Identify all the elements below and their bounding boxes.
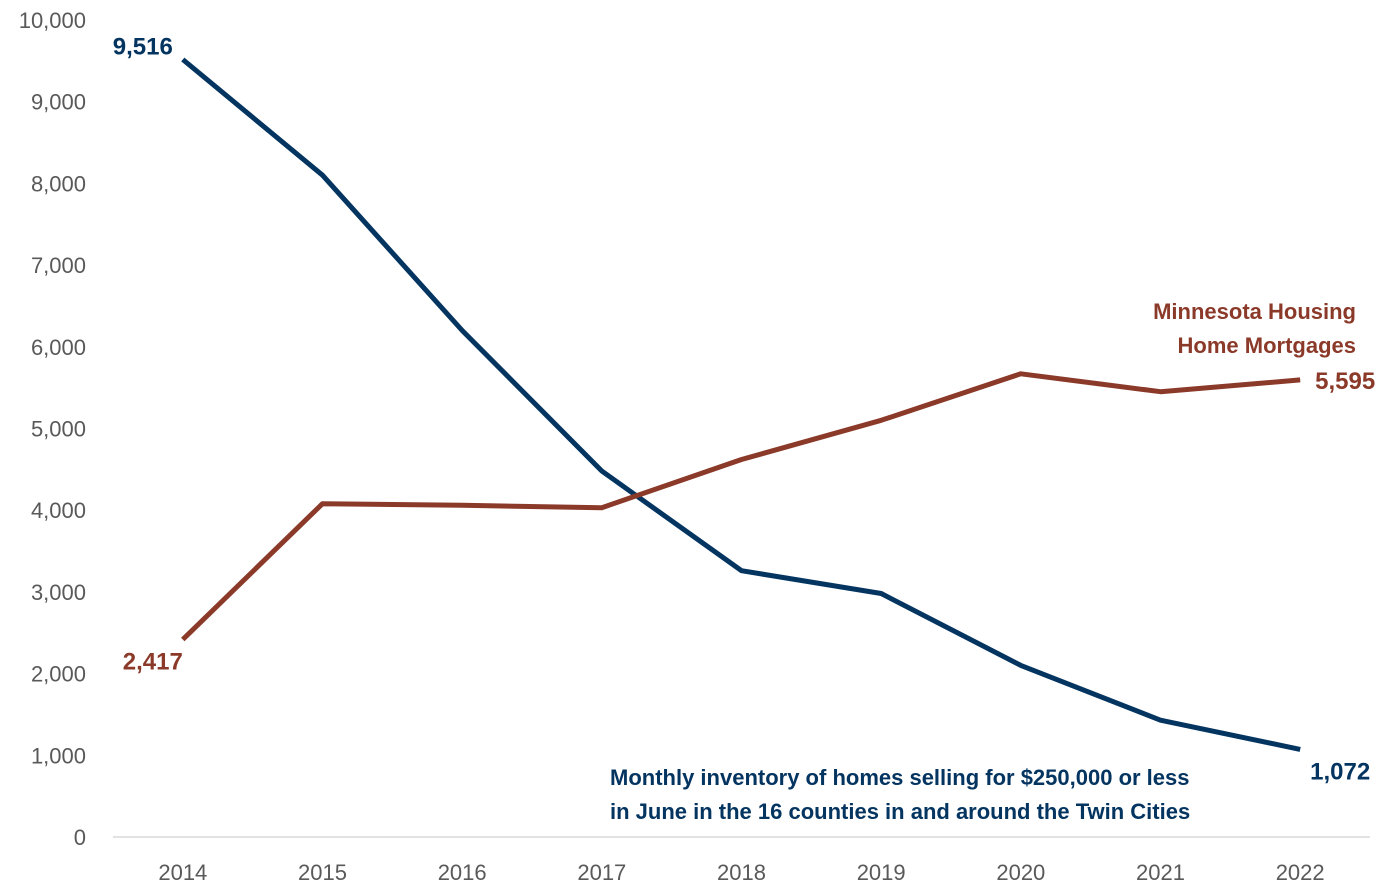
y-tick-label: 10,000	[19, 8, 86, 33]
series-line-mortgages	[181, 371, 1301, 642]
data-label-inventory-start: 9,516	[113, 34, 173, 61]
series-labels: 9,516 1,072 Monthly inventory of homes sel…	[113, 34, 1375, 824]
series-line-inventory	[181, 57, 1301, 752]
y-tick-label: 8,000	[31, 171, 86, 196]
x-tick-label: 2016	[438, 860, 487, 885]
y-axis: 0 1,000 2,000 3,000 4,000 5,000 6,000 7,000 8,00…	[19, 8, 86, 850]
x-tick-label: 2014	[158, 860, 207, 885]
y-tick-label: 5,000	[31, 417, 86, 442]
series-lines	[181, 57, 1301, 752]
series-name-inventory-line: Monthly inventory of homes selling for $…	[610, 765, 1190, 790]
y-tick-label: 0	[74, 825, 86, 850]
series-name-inventory-line: in June in the 16 counties in and around…	[610, 799, 1190, 824]
x-axis: 2014 2015 2016 2017 2018 2019 2020 2021 2022	[113, 836, 1370, 885]
data-label-mortgages-start: 2,417	[123, 649, 183, 676]
x-tick-label: 2018	[717, 860, 766, 885]
y-tick-label: 6,000	[31, 335, 86, 360]
y-tick-label: 2,000	[31, 662, 86, 687]
y-tick-label: 9,000	[31, 90, 86, 115]
x-tick-label: 2019	[857, 860, 906, 885]
y-tick-label: 3,000	[31, 580, 86, 605]
y-tick-label: 1,000	[31, 743, 86, 768]
x-tick-label: 2022	[1276, 860, 1325, 885]
data-label-inventory-end: 1,072	[1310, 758, 1370, 785]
x-tick-label: 2015	[298, 860, 347, 885]
data-label-mortgages-end: 5,595	[1315, 368, 1375, 395]
series-name-mortgages-line: Minnesota Housing	[1153, 299, 1356, 324]
series-name-mortgages-line: Home Mortgages	[1178, 333, 1356, 358]
y-tick-label: 7,000	[31, 253, 86, 278]
x-tick-label: 2021	[1136, 860, 1185, 885]
x-tick-label: 2017	[577, 860, 626, 885]
x-tick-label: 2020	[996, 860, 1045, 885]
y-tick-label: 4,000	[31, 498, 86, 523]
